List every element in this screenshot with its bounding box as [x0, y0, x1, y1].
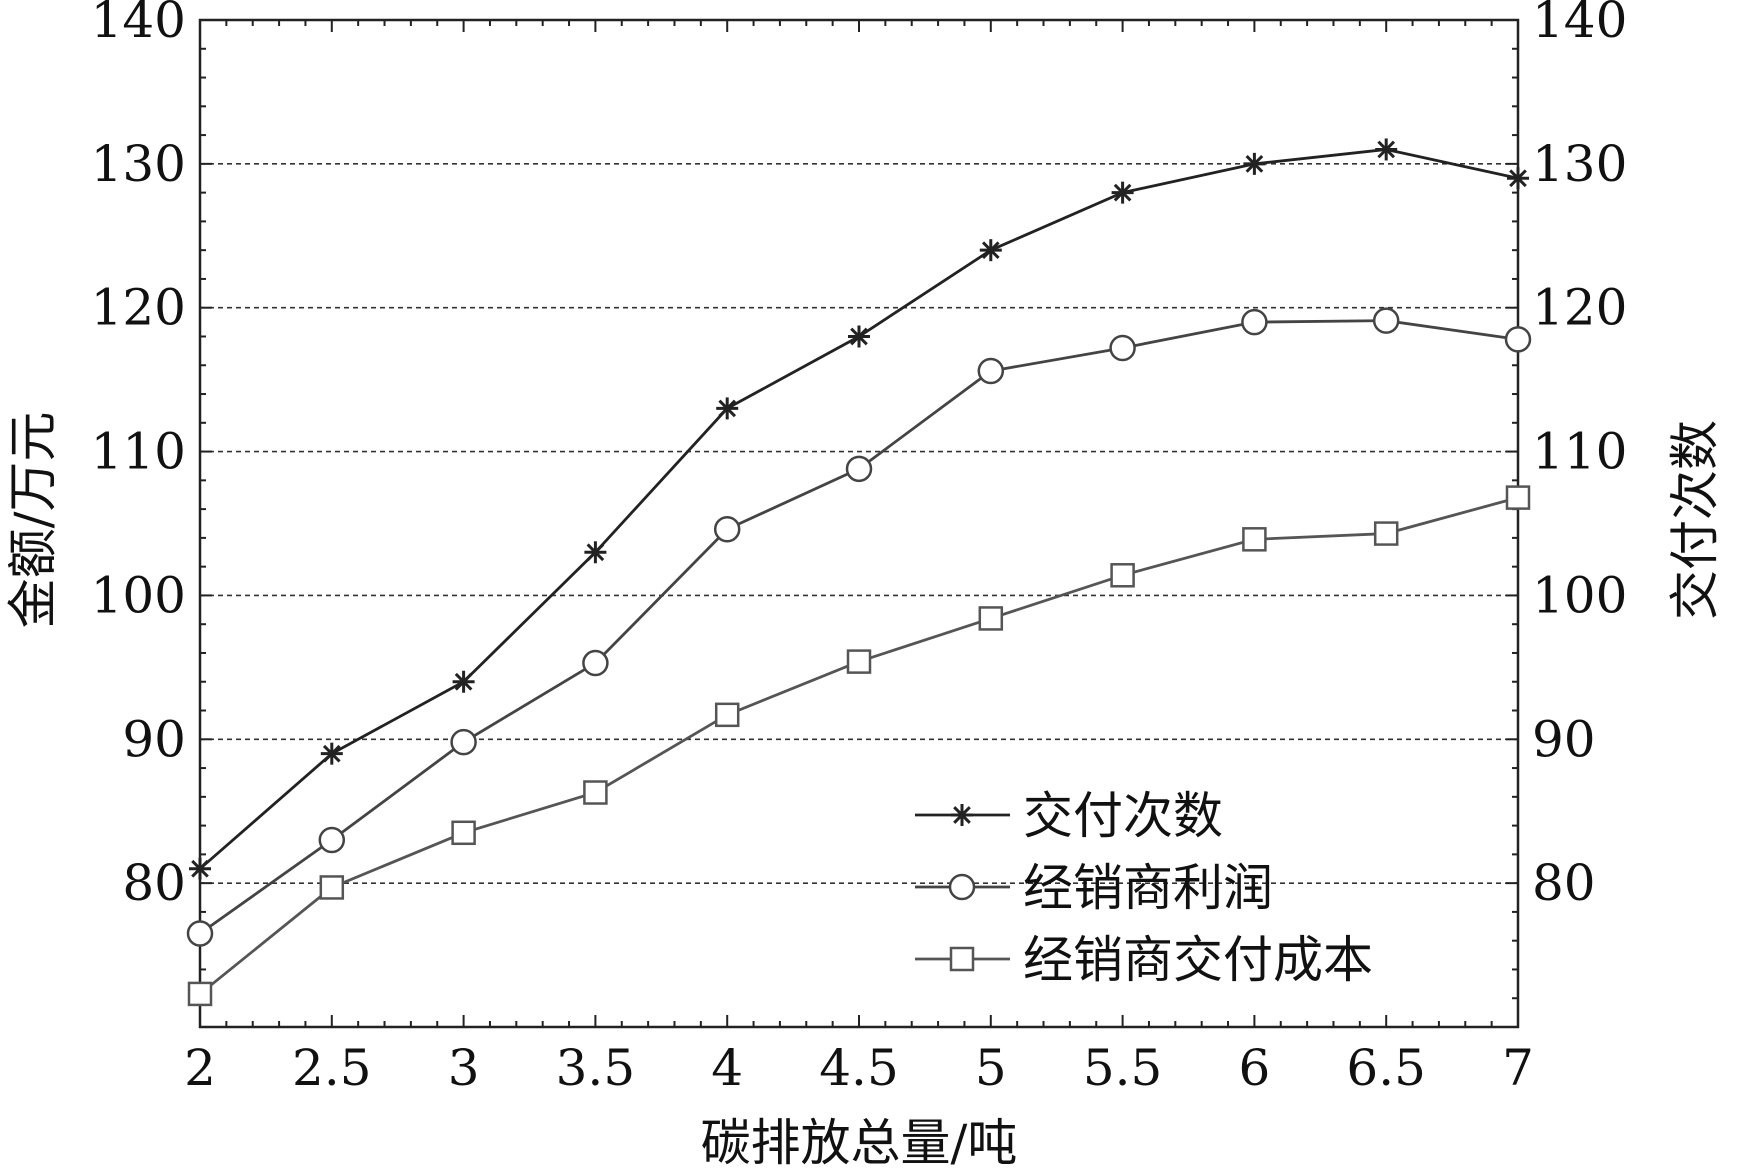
y-tick-label-left: 120: [91, 279, 186, 337]
series-line-1: [199, 148, 1519, 870]
data-point-circle: [1241, 308, 1268, 336]
axis-ticks: 80 80 90 90 100 100 110 110 120 120 130 130 140 140 2 2…: [91, 0, 1628, 1097]
y-tick-label-left: 130: [91, 135, 186, 193]
data-point-star: [1111, 181, 1134, 204]
series-line-3: [199, 496, 1519, 996]
legend-marker-star: [951, 804, 973, 826]
legend-label: 经销商交付成本: [1023, 931, 1373, 989]
x-tick-label: 4.5: [819, 1039, 899, 1097]
x-tick-label: 6: [1238, 1039, 1270, 1097]
data-point-circle: [450, 728, 477, 756]
data-point-circle: [977, 357, 1005, 385]
legend-label: 经销商利润: [1023, 859, 1273, 917]
y-tick-label-left: 100: [91, 566, 186, 624]
data-point-star: [979, 239, 1002, 262]
y-tick-label-left: 110: [91, 423, 186, 481]
x-tick-label: 2: [184, 1039, 216, 1097]
series-2: [186, 307, 1532, 947]
data-point-star: [584, 541, 607, 564]
y-tick-label-left: 90: [122, 710, 186, 768]
y-tick-label-right: 120: [1532, 279, 1627, 337]
data-point-star: [1375, 138, 1398, 161]
data-point-star: [716, 397, 739, 420]
legend-label: 交付次数: [1023, 787, 1223, 845]
data-point-circle: [845, 455, 873, 483]
x-tick-label: 5: [975, 1039, 1007, 1097]
legend-marker-circle: [948, 873, 976, 901]
x-tick-label: 2.5: [292, 1039, 372, 1097]
y-tick-label-right: 110: [1532, 423, 1627, 481]
data-point-star: [1507, 167, 1529, 190]
plot-frame: [198, 18, 1520, 1029]
data-point-square: [714, 702, 740, 728]
y-axis-title-left: 金额/万元: [4, 412, 62, 629]
y-tick-label-right: 130: [1532, 135, 1627, 193]
x-tick-label: 5.5: [1083, 1039, 1163, 1097]
data-point-square: [451, 820, 476, 846]
y-axis-title-right: 交付次数: [1666, 420, 1724, 620]
data-point-star: [189, 857, 211, 880]
data-point-star: [320, 742, 343, 765]
legend-marker-square: [949, 946, 975, 972]
series-1: [189, 138, 1529, 880]
data-point-square: [1242, 527, 1267, 552]
y-tick-label-right: 100: [1532, 566, 1627, 624]
y-tick-label-left: 140: [91, 0, 186, 49]
data-point-square: [187, 981, 213, 1007]
data-point-circle: [1109, 334, 1136, 362]
y-tick-label-right: 140: [1532, 0, 1627, 49]
legend-entry-3: 经销商交付成本: [915, 931, 1373, 989]
series-3: [187, 485, 1531, 1007]
series-lines: [186, 138, 1532, 1007]
data-point-circle: [582, 649, 609, 677]
legend-entry-2: 经销商利润: [915, 859, 1273, 917]
data-point-square: [319, 875, 345, 900]
data-point-square: [1110, 563, 1135, 588]
data-point-circle: [318, 826, 346, 854]
y-tick-label-right: 80: [1532, 854, 1596, 912]
x-tick-label: 7: [1502, 1039, 1534, 1097]
x-tick-label: 4: [711, 1039, 743, 1097]
x-tick-label: 6.5: [1346, 1039, 1426, 1097]
data-point-star: [1243, 152, 1266, 175]
gridlines: [200, 163, 1518, 884]
x-axis-title: 碳排放总量/吨: [701, 1114, 1018, 1172]
data-point-circle: [713, 516, 741, 543]
data-point-square: [846, 649, 872, 674]
y-tick-label-right: 90: [1532, 710, 1596, 768]
series-line-2: [199, 319, 1519, 935]
data-point-circle: [186, 920, 214, 947]
data-point-star: [848, 325, 870, 348]
data-point-square: [583, 780, 608, 805]
x-tick-label: 3: [448, 1039, 480, 1097]
data-point-star: [452, 670, 475, 693]
data-point-square: [1373, 521, 1399, 546]
x-tick-label: 3.5: [556, 1039, 636, 1097]
y-tick-label-left: 80: [122, 854, 186, 912]
data-point-circle: [1504, 326, 1532, 353]
legend-entry-1: 交付次数: [915, 787, 1223, 845]
data-point-circle: [1372, 307, 1400, 334]
data-point-square: [1505, 485, 1531, 510]
data-point-square: [978, 606, 1004, 631]
